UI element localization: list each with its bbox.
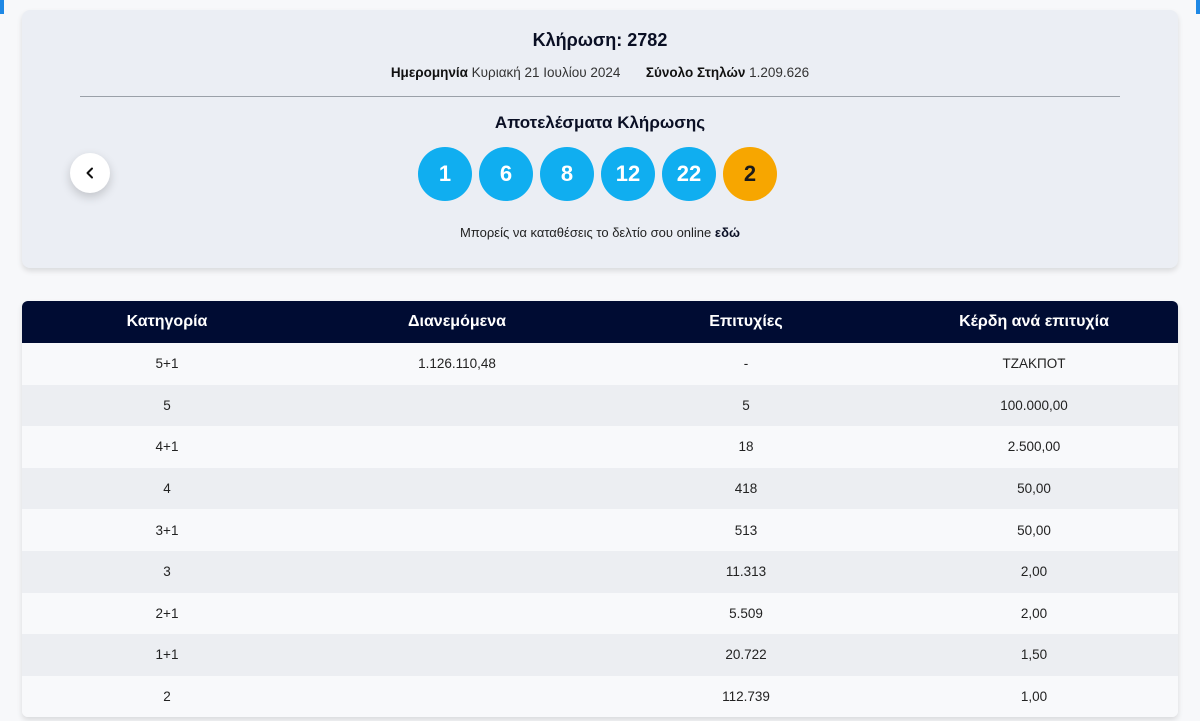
- date-label: Ημερομηνία: [390, 65, 468, 80]
- table-row: 3+1 513 50,00: [22, 509, 1178, 551]
- cell-category: 4+1: [155, 439, 179, 455]
- cell-distributed: [312, 634, 602, 676]
- cell-distributed: [312, 385, 602, 427]
- cell-distributed: [312, 426, 602, 468]
- cell-prize: 2,00: [1020, 605, 1048, 621]
- cell-winners: 20.722: [725, 647, 767, 663]
- cell-winners: 513: [734, 522, 758, 538]
- table-row: 5 5 100.000,00: [22, 384, 1178, 427]
- cell-distributed: [312, 509, 602, 551]
- draw-meta: Ημερομηνία Κυριακή 21 Ιουλίου 2024 Σύνολ…: [22, 65, 1178, 80]
- table-row: 5+1 1.126.110,48 - ΤΖΑΚΠΟΤ: [22, 343, 1178, 385]
- number-ball: 22: [662, 147, 716, 201]
- online-text: Μπορείς να καταθέσεις το δελτίο σου onli…: [460, 225, 712, 240]
- table-row: 3 11.313 2,00: [22, 550, 1178, 593]
- chevron-left-icon: [86, 167, 93, 179]
- online-link[interactable]: εδώ: [714, 225, 740, 240]
- cell-prize: 50,00: [1017, 481, 1051, 497]
- cell-winners: 18: [738, 439, 754, 455]
- edge-accent-right: [1196, 0, 1200, 14]
- cell-category: 2: [163, 689, 171, 705]
- cell-prize: 50,00: [1017, 522, 1051, 538]
- cell-category: 3: [163, 564, 171, 580]
- cell-prize: 2,00: [1020, 564, 1048, 580]
- header-category: Κατηγορία: [126, 313, 208, 330]
- cell-distributed: [312, 676, 602, 718]
- cell-distributed: 1.126.110,48: [418, 356, 496, 372]
- cell-winners: 5: [742, 397, 750, 413]
- previous-draw-button[interactable]: [70, 153, 110, 193]
- prize-table: Κατηγορία Διανεμόμενα Επιτυχίες Κέρδη αν…: [22, 301, 1178, 718]
- table-row: 1+1 20.722 1,50: [22, 634, 1178, 676]
- divider: [80, 96, 1120, 97]
- cell-category: 5: [163, 397, 171, 413]
- cell-winners: -: [743, 356, 749, 372]
- header-prize-per-winner: Κέρδη ανά επιτυχία: [959, 313, 1109, 330]
- cell-prize: 1,00: [1020, 689, 1048, 705]
- cell-category: 2+1: [155, 605, 179, 621]
- joker-ball: 2: [723, 147, 777, 201]
- cell-prize: 2.500,00: [1007, 439, 1061, 455]
- winning-numbers: 1 6 8 12 22 2: [418, 147, 777, 201]
- cell-distributed: [312, 468, 602, 510]
- cell-category: 3+1: [155, 522, 179, 538]
- online-note: Μπορείς να καταθέσεις το δελτίο σου onli…: [22, 225, 1178, 240]
- cell-winners: 418: [734, 481, 758, 497]
- cell-category: 5+1: [155, 356, 179, 372]
- date-value: Κυριακή 21 Ιουλίου 2024: [471, 65, 621, 80]
- header-winners: Επιτυχίες: [709, 313, 783, 330]
- cell-distributed: [312, 593, 602, 635]
- cell-prize: 100.000,00: [1000, 397, 1068, 413]
- cell-winners: 11.313: [725, 564, 767, 580]
- number-ball: 12: [601, 147, 655, 201]
- results-title: Αποτελέσματα Κλήρωσης: [494, 113, 706, 132]
- table-row: 4 418 50,00: [22, 467, 1178, 510]
- number-ball: 6: [479, 147, 533, 201]
- cell-winners: 5.509: [729, 605, 763, 621]
- table-row: 2+1 5.509 2,00: [22, 592, 1178, 635]
- header-distributed: Διανεμόμενα: [408, 313, 506, 330]
- columns-value: 1.209.626: [749, 65, 810, 80]
- draw-title: Κλήρωση: 2782: [532, 30, 668, 50]
- table-row: 2 112.739 1,00: [22, 675, 1178, 718]
- cell-prize: ΤΖΑΚΠΟΤ: [1002, 356, 1066, 372]
- draw-card: Κλήρωση: 2782 Ημερομηνία Κυριακή 21 Ιουλ…: [22, 10, 1178, 268]
- columns-label: Σύνολο Στηλών: [645, 65, 746, 80]
- number-ball: 8: [540, 147, 594, 201]
- cell-winners: 112.739: [722, 689, 770, 705]
- cell-category: 1+1: [155, 647, 179, 663]
- number-ball: 1: [418, 147, 472, 201]
- edge-accent-left: [0, 0, 4, 14]
- table-row: 4+1 18 2.500,00: [22, 426, 1178, 468]
- cell-prize: 1,50: [1020, 647, 1048, 663]
- table-header-row: Κατηγορία Διανεμόμενα Επιτυχίες Κέρδη αν…: [22, 301, 1178, 343]
- cell-distributed: [312, 551, 602, 593]
- cell-category: 4: [163, 481, 171, 497]
